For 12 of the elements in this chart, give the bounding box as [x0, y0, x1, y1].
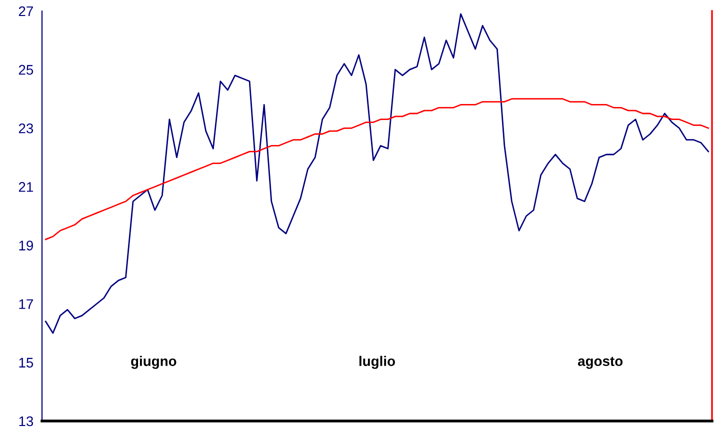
annotation: luglio [359, 356, 395, 369]
line-series [44, 13, 710, 334]
y-tick-label: 13 [19, 416, 34, 426]
y-tick-label: 15 [19, 358, 34, 368]
y-tick-label: 27 [18, 6, 33, 16]
y-tick-label: 19 [19, 240, 34, 250]
y-tick-label: 25 [18, 64, 34, 75]
y-tick-label: 21 [18, 182, 33, 192]
annotation: giugno [131, 356, 176, 369]
annotation: agosto [578, 356, 623, 369]
y-tick-label: 23 [18, 123, 34, 134]
y-tick-label: 17 [19, 299, 33, 309]
